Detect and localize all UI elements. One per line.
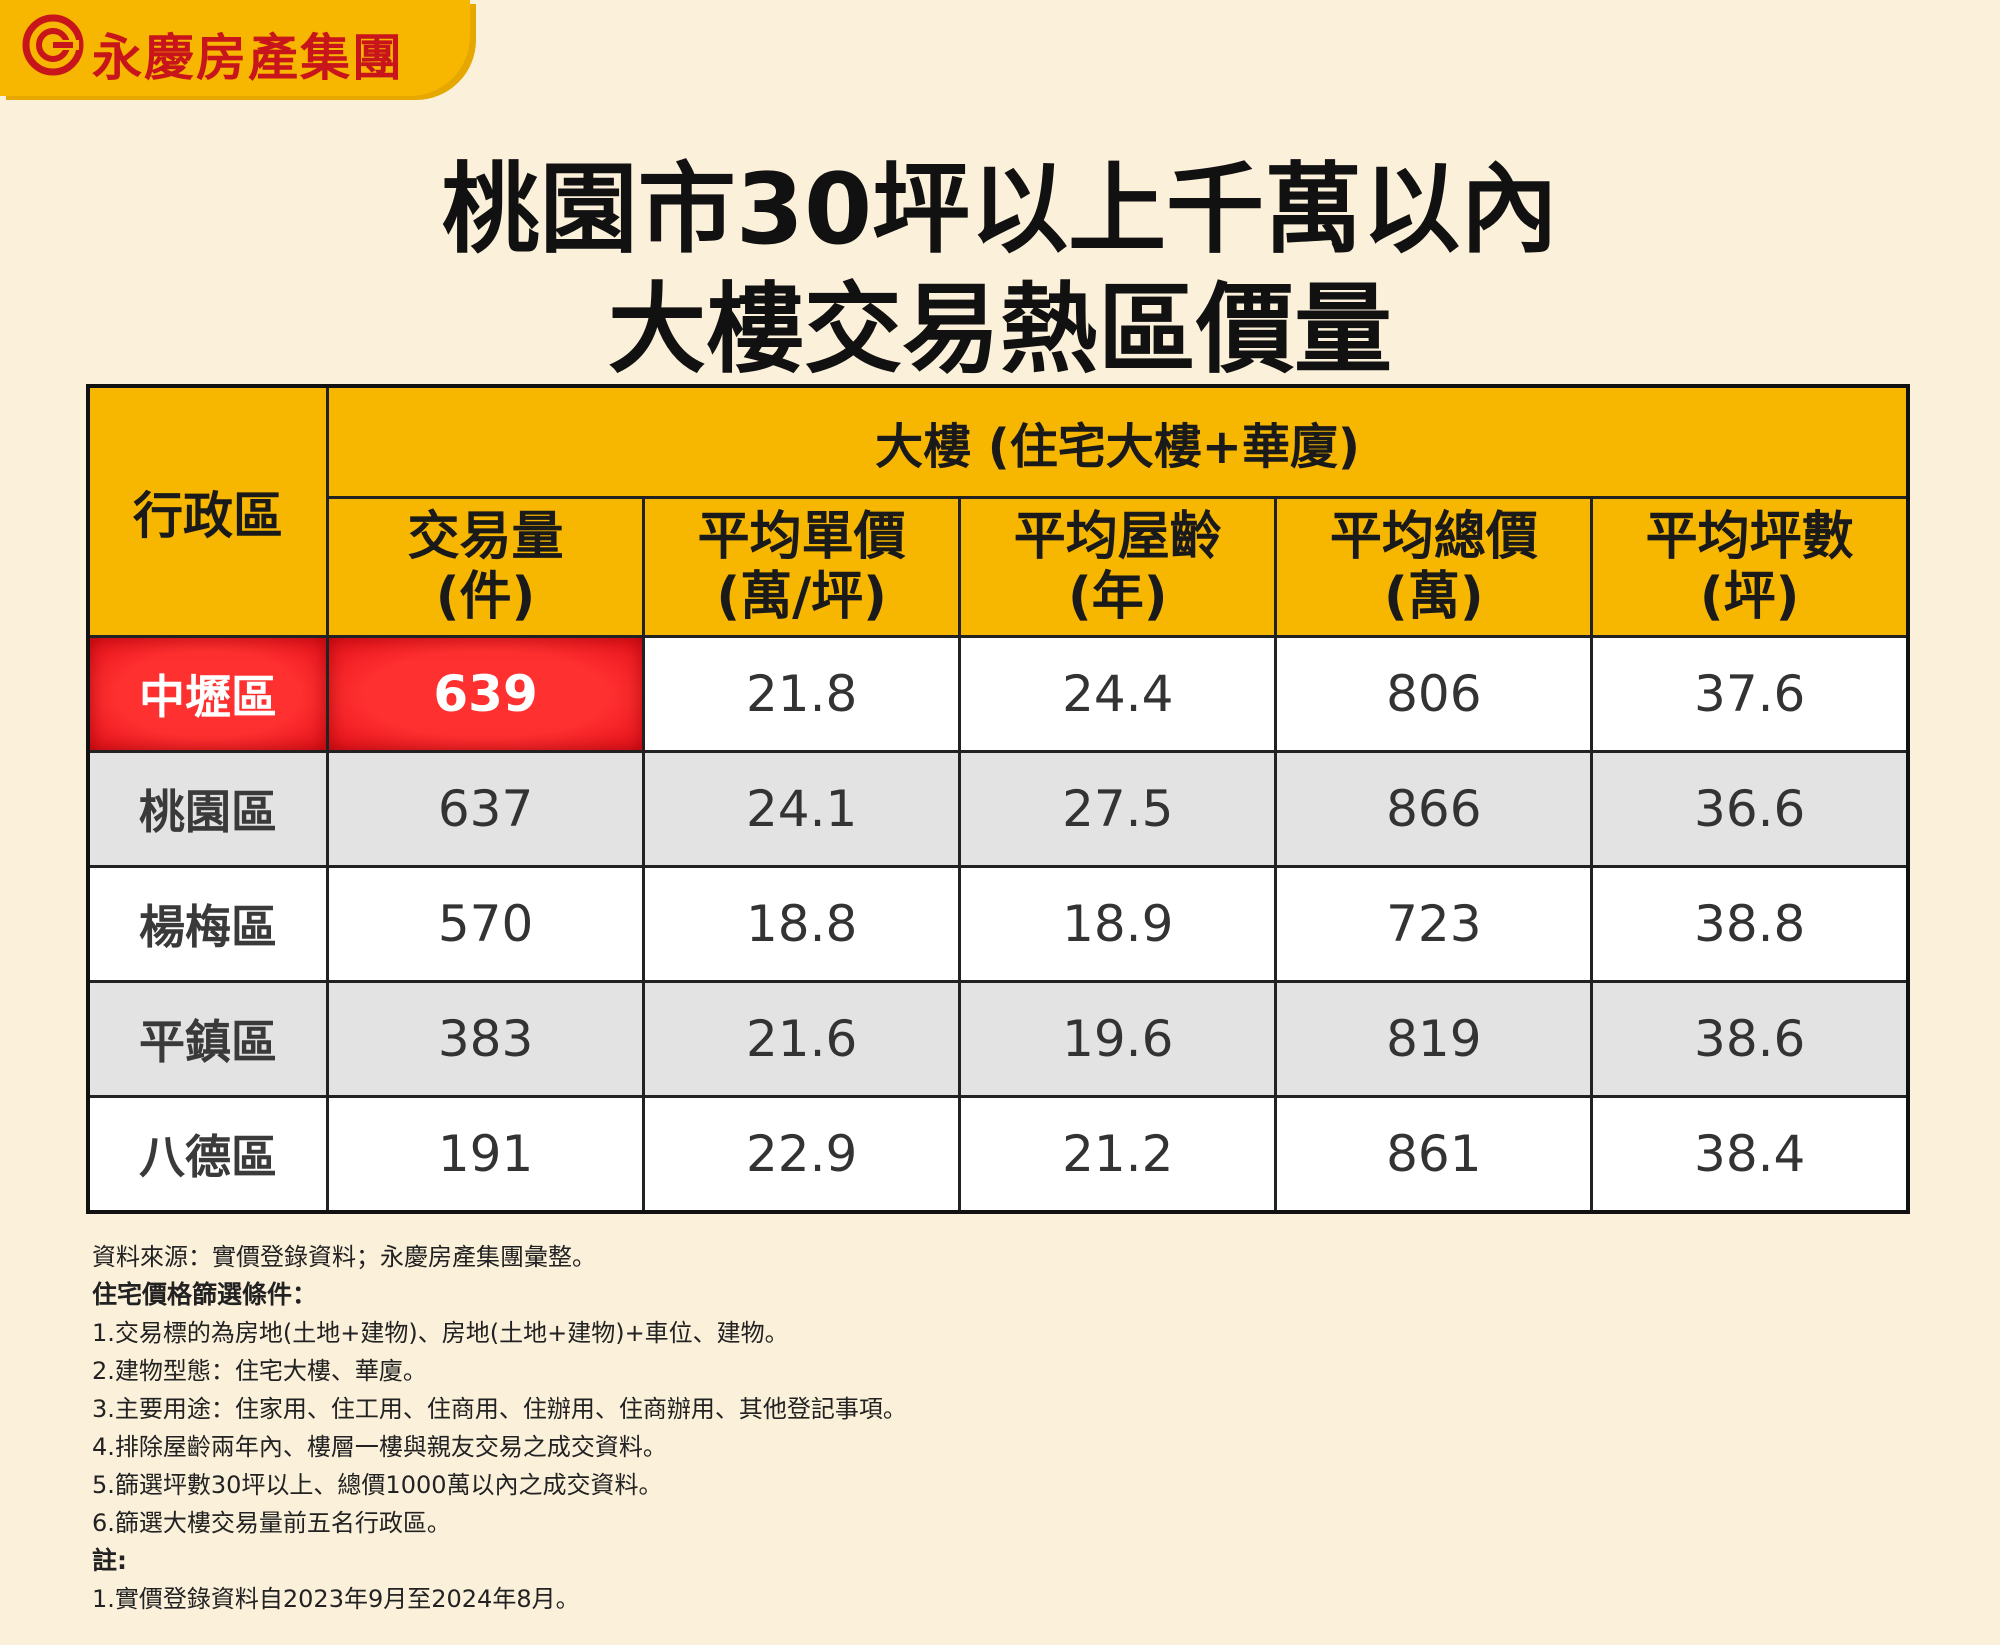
criteria-item: 5.篩選坪數30坪以上、總價1000萬以內之成交資料。 (92, 1471, 663, 1499)
logo-banner: 永慶房產集團 (0, 0, 470, 96)
remark-item: 1.實價登錄資料自2023年9月至2024年8月。 (92, 1585, 580, 1613)
page-title-line2: 大樓交易熱區價量 (607, 273, 1392, 387)
remark-title: 註: (92, 1546, 127, 1575)
district-header: 行政區 (86, 384, 329, 638)
table-cell: 637 (325, 750, 646, 868)
table-cell: 21.2 (958, 1095, 1278, 1214)
column-header-line2: (年) (1067, 567, 1168, 627)
logo-text: 永慶房產集團 (92, 29, 404, 87)
district-cell: 平鎮區 (86, 980, 329, 1098)
table-cell: 18.8 (642, 865, 962, 983)
table-cell: 806 (1274, 635, 1594, 753)
table-cell: 38.8 (1590, 865, 1910, 983)
column-header-line2: (坪) (1699, 567, 1800, 627)
yungching-logo-icon (22, 14, 84, 76)
column-header-age: 平均屋齡 (年) (958, 496, 1278, 638)
column-header-line1: 平均屋齡 (1013, 507, 1222, 567)
column-header-unit-price: 平均單價 (萬/坪) (642, 496, 962, 638)
table-cell: 866 (1274, 750, 1594, 868)
column-header-total-price: 平均總價 (萬) (1274, 496, 1594, 638)
table-row: 中壢區 639 21.8 24.4 806 37.6 (86, 635, 1910, 753)
table-cell: 38.6 (1590, 980, 1910, 1098)
table-cell: 639 (325, 635, 646, 753)
table-cell: 570 (325, 865, 646, 983)
column-header-line1: 平均坪數 (1645, 507, 1854, 567)
table-row: 平鎮區 383 21.6 19.6 819 38.6 (86, 980, 1910, 1098)
criteria-item: 3.主要用途：住家用、住工用、住商用、住辦用、住商辦用、其他登記事項。 (92, 1395, 907, 1423)
table-cell: 191 (325, 1095, 646, 1214)
table-cell: 383 (325, 980, 646, 1098)
group-header: 大樓 (住宅大樓+華廈) (326, 384, 1910, 499)
table-cell: 27.5 (958, 750, 1278, 868)
column-header-volume: 交易量 (件) (325, 496, 646, 638)
table-cell: 19.6 (958, 980, 1278, 1098)
district-cell: 八德區 (86, 1095, 329, 1214)
column-header-line1: 平均總價 (1329, 507, 1538, 567)
table-cell: 861 (1274, 1095, 1594, 1214)
table-cell: 723 (1274, 865, 1594, 983)
table-cell: 37.6 (1590, 635, 1910, 753)
column-header-line2: (萬) (1384, 567, 1484, 627)
district-cell: 楊梅區 (86, 865, 329, 983)
page-title-line1: 桃園市30坪以上千萬以內 (441, 153, 1559, 267)
table-cell: 24.1 (642, 750, 962, 868)
table-cell: 21.6 (642, 980, 962, 1098)
table-cell: 22.9 (642, 1095, 962, 1214)
data-table: 行政區 大樓 (住宅大樓+華廈) 交易量 (件) 平均單價 (萬/坪) 平均屋齡… (86, 384, 1910, 1214)
criteria-item: 4.排除屋齡兩年內、樓層一樓與親友交易之成交資料。 (92, 1433, 667, 1461)
column-header-line2: (萬/坪) (716, 567, 887, 627)
table-cell: 24.4 (958, 635, 1278, 753)
criteria-item: 1.交易標的為房地(土地+建物)、房地(土地+建物)+車位、建物。 (92, 1319, 789, 1347)
table-cell: 819 (1274, 980, 1594, 1098)
criteria-item: 2.建物型態：住宅大樓、華廈。 (92, 1357, 427, 1385)
criteria-title: 住宅價格篩選條件： (92, 1280, 318, 1309)
criteria-item: 6.篩選大樓交易量前五名行政區。 (92, 1509, 451, 1537)
table-row: 楊梅區 570 18.8 18.9 723 38.8 (86, 865, 1910, 983)
column-header-line1: 平均單價 (697, 507, 906, 567)
notes: 資料來源：實價登錄資料；永慶房產集團彙整。 住宅價格篩選條件： 1.交易標的為房… (92, 1238, 907, 1618)
table-cell: 38.4 (1590, 1095, 1910, 1214)
table-cell: 21.8 (642, 635, 962, 753)
column-header-area: 平均坪數 (坪) (1590, 496, 1910, 638)
column-header-line1: 交易量 (407, 507, 564, 567)
column-header-line2: (件) (435, 567, 536, 627)
district-cell: 中壢區 (86, 635, 329, 753)
district-cell: 桃園區 (86, 750, 329, 868)
table-cell: 18.9 (958, 865, 1278, 983)
source-note: 資料來源：實價登錄資料；永慶房產集團彙整。 (92, 1243, 596, 1271)
table-cell: 36.6 (1590, 750, 1910, 868)
table-row: 桃園區 637 24.1 27.5 866 36.6 (86, 750, 1910, 868)
table-row: 八德區 191 22.9 21.2 861 38.4 (86, 1095, 1910, 1214)
